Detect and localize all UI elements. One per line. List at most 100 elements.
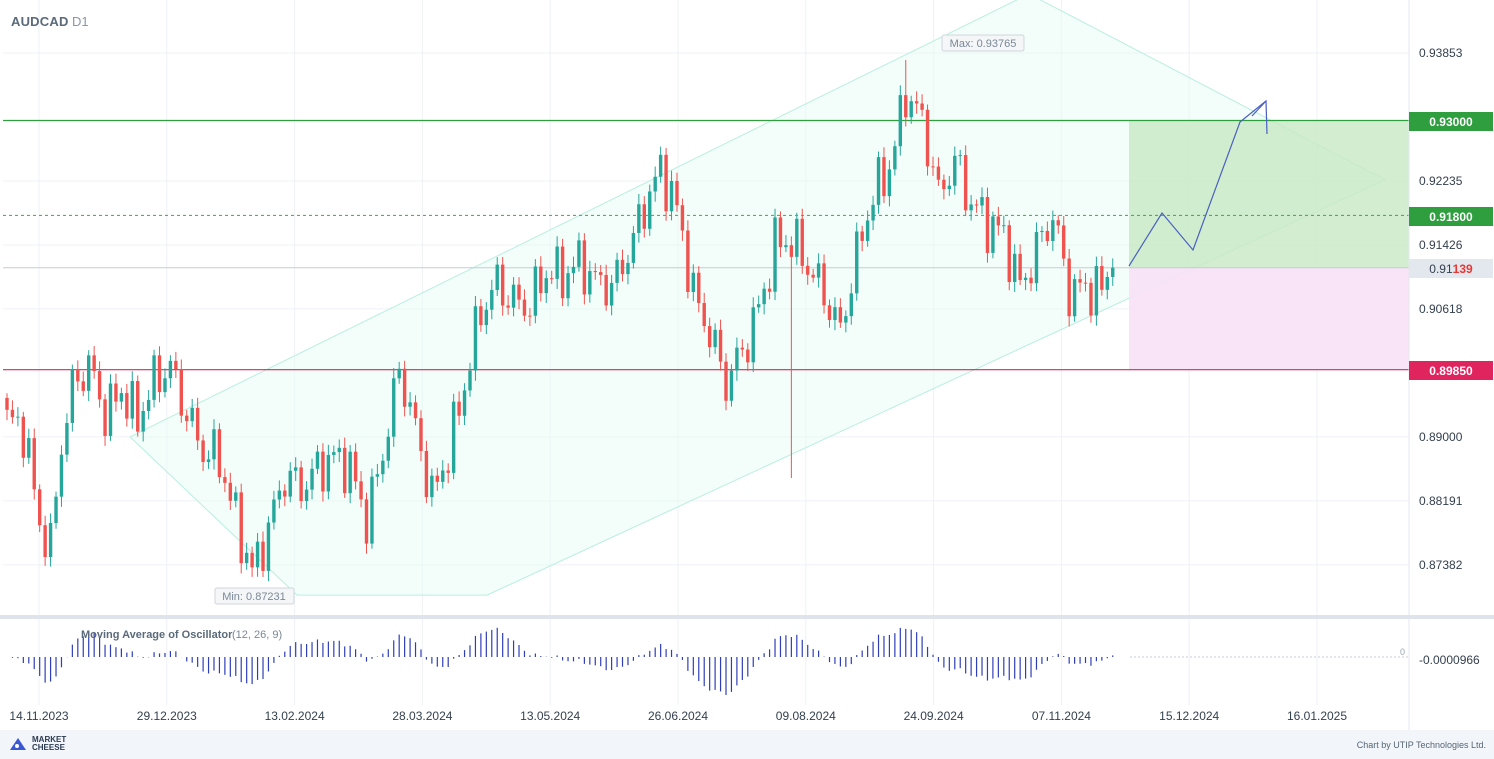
candle[interactable]	[751, 297, 755, 373]
candle[interactable]	[898, 85, 903, 156]
candle[interactable]	[936, 157, 941, 186]
candle[interactable]	[392, 368, 396, 447]
candle[interactable]	[190, 398, 194, 427]
candle[interactable]	[784, 235, 788, 253]
candle[interactable]	[435, 467, 440, 491]
candle[interactable]	[773, 208, 777, 301]
candle[interactable]	[833, 297, 837, 331]
candle[interactable]	[114, 373, 118, 412]
candle[interactable]	[337, 439, 341, 463]
candle[interactable]	[571, 256, 576, 284]
candle[interactable]	[130, 371, 134, 429]
candle[interactable]	[849, 283, 853, 325]
candle[interactable]	[174, 351, 178, 379]
candle[interactable]	[1034, 222, 1039, 292]
candle[interactable]	[893, 140, 897, 176]
candle[interactable]	[680, 198, 685, 241]
candle[interactable]	[800, 208, 804, 274]
candle[interactable]	[76, 360, 80, 392]
candle[interactable]	[735, 337, 739, 381]
candle[interactable]	[48, 513, 53, 567]
candle[interactable]	[1012, 244, 1017, 292]
candle[interactable]	[234, 486, 238, 508]
candle[interactable]	[511, 277, 516, 317]
candle[interactable]	[250, 546, 254, 577]
candle[interactable]	[544, 270, 548, 303]
candle[interactable]	[484, 302, 489, 335]
candle[interactable]	[359, 471, 363, 508]
candle[interactable]	[1072, 274, 1077, 322]
candle[interactable]	[1045, 221, 1050, 247]
candle[interactable]	[560, 238, 565, 307]
candle[interactable]	[353, 443, 358, 490]
candle[interactable]	[942, 174, 946, 200]
candle[interactable]	[838, 298, 843, 328]
candle[interactable]	[718, 319, 723, 371]
candle[interactable]	[609, 274, 614, 316]
candle[interactable]	[620, 249, 625, 282]
candle[interactable]	[555, 236, 559, 289]
candle[interactable]	[32, 428, 36, 500]
candle[interactable]	[70, 364, 75, 432]
candle[interactable]	[136, 375, 140, 437]
candle[interactable]	[152, 349, 156, 408]
candle[interactable]	[397, 361, 401, 384]
candle[interactable]	[343, 437, 347, 498]
candle[interactable]	[953, 146, 957, 195]
candle[interactable]	[806, 257, 810, 285]
candle[interactable]	[958, 149, 962, 166]
candle[interactable]	[876, 151, 881, 214]
candle[interactable]	[217, 423, 222, 484]
candle[interactable]	[201, 434, 205, 471]
candle[interactable]	[1083, 272, 1088, 292]
candle[interactable]	[473, 295, 478, 381]
candle[interactable]	[778, 211, 783, 258]
candle[interactable]	[887, 160, 892, 207]
candle[interactable]	[266, 516, 271, 582]
candle[interactable]	[108, 374, 113, 441]
candle[interactable]	[402, 360, 407, 417]
candle[interactable]	[81, 371, 85, 397]
candle[interactable]	[1089, 277, 1093, 323]
candle[interactable]	[664, 148, 668, 221]
candle[interactable]	[844, 310, 848, 333]
price-chart[interactable]: Max: 0.93765 Min: 0.87231 0.93853 0.92235…	[0, 0, 1494, 730]
candle[interactable]	[746, 343, 750, 371]
candle[interactable]	[1105, 271, 1109, 300]
candle[interactable]	[195, 397, 200, 450]
candle[interactable]	[1067, 248, 1071, 327]
candle[interactable]	[244, 542, 249, 570]
candle[interactable]	[1100, 256, 1104, 296]
candle[interactable]	[370, 468, 374, 549]
candle[interactable]	[566, 265, 570, 307]
candle[interactable]	[914, 91, 919, 114]
candle[interactable]	[92, 346, 96, 379]
candle[interactable]	[146, 390, 151, 420]
candle[interactable]	[669, 170, 674, 221]
candle[interactable]	[599, 264, 603, 286]
candle[interactable]	[103, 394, 107, 446]
candle[interactable]	[10, 400, 15, 424]
candle[interactable]	[223, 468, 227, 493]
candle[interactable]	[789, 236, 794, 479]
candle[interactable]	[550, 270, 554, 284]
candle[interactable]	[756, 295, 761, 313]
candle[interactable]	[909, 95, 913, 124]
candle[interactable]	[119, 387, 124, 410]
candle[interactable]	[675, 172, 679, 212]
timeframe-label[interactable]: D1	[72, 14, 89, 29]
candle[interactable]	[985, 187, 990, 263]
candle[interactable]	[642, 196, 646, 238]
candle[interactable]	[364, 492, 369, 554]
candle[interactable]	[212, 419, 216, 470]
candle[interactable]	[822, 254, 826, 314]
candle[interactable]	[27, 428, 31, 464]
candle[interactable]	[925, 104, 930, 176]
candle[interactable]	[43, 515, 47, 566]
candle[interactable]	[446, 463, 450, 484]
candle[interactable]	[658, 146, 663, 183]
candle[interactable]	[315, 445, 320, 474]
candle[interactable]	[522, 289, 527, 322]
candle[interactable]	[615, 252, 619, 292]
candle[interactable]	[441, 460, 445, 489]
